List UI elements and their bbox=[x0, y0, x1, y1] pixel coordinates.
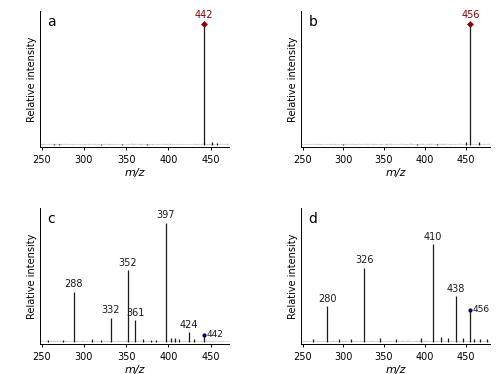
Text: a: a bbox=[48, 15, 56, 29]
Text: 280: 280 bbox=[318, 294, 336, 304]
Text: 456: 456 bbox=[473, 305, 490, 314]
Y-axis label: Relative intensity: Relative intensity bbox=[27, 36, 37, 122]
Text: d: d bbox=[308, 212, 318, 226]
Text: 397: 397 bbox=[156, 210, 175, 220]
Y-axis label: Relative intensity: Relative intensity bbox=[288, 36, 298, 122]
Text: 438: 438 bbox=[446, 284, 465, 294]
Text: 361: 361 bbox=[126, 308, 144, 318]
Text: b: b bbox=[308, 15, 318, 29]
Y-axis label: Relative intensity: Relative intensity bbox=[288, 233, 298, 319]
Text: 288: 288 bbox=[64, 279, 83, 289]
X-axis label: m/z: m/z bbox=[124, 168, 145, 178]
Text: 442: 442 bbox=[206, 330, 223, 339]
X-axis label: m/z: m/z bbox=[385, 365, 406, 374]
X-axis label: m/z: m/z bbox=[385, 168, 406, 178]
Y-axis label: Relative intensity: Relative intensity bbox=[27, 233, 37, 319]
Text: 332: 332 bbox=[102, 306, 120, 316]
Text: 424: 424 bbox=[180, 320, 198, 330]
X-axis label: m/z: m/z bbox=[124, 365, 145, 374]
Text: 410: 410 bbox=[424, 232, 442, 242]
Text: 442: 442 bbox=[194, 10, 213, 19]
Text: c: c bbox=[48, 212, 55, 226]
Text: 352: 352 bbox=[118, 258, 137, 268]
Text: 456: 456 bbox=[461, 10, 479, 19]
Text: 326: 326 bbox=[355, 255, 374, 266]
